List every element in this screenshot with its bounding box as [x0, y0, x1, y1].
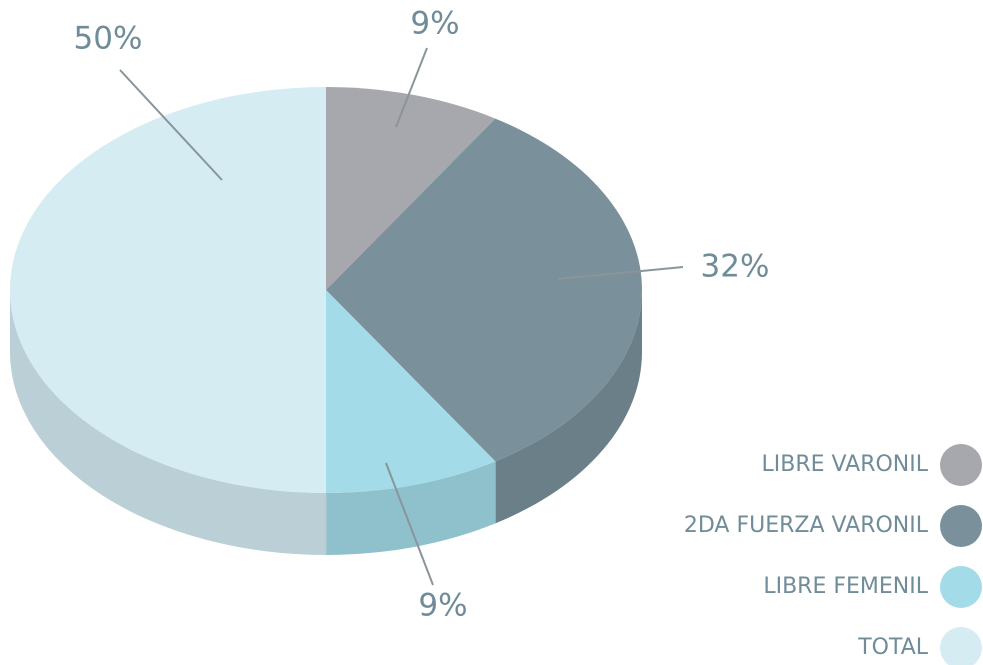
legend-label: 2DA FUERZA VARONIL [684, 513, 929, 538]
slice-side [326, 461, 496, 555]
value-label: 9% [410, 6, 459, 42]
slice [10, 87, 326, 493]
leader-line [119, 69, 223, 181]
legend-swatch [940, 566, 982, 608]
leader-line [385, 462, 434, 586]
slice [326, 290, 496, 493]
legend-swatch [940, 627, 982, 665]
legend-label: TOTAL [857, 635, 929, 660]
legend-label: LIBRE VARONIL [761, 452, 928, 477]
legend-swatch [940, 505, 982, 547]
slice [326, 87, 496, 290]
leader-line [557, 266, 684, 280]
leader-line [395, 47, 428, 128]
legend-swatch [940, 444, 982, 486]
slice-side [10, 290, 326, 555]
legend-label: LIBRE FEMENIL [763, 574, 928, 599]
value-label: 9% [418, 588, 467, 624]
value-label: 50% [74, 21, 143, 57]
slice-side [495, 290, 642, 524]
slice [326, 118, 642, 462]
value-label: 32% [701, 249, 770, 285]
